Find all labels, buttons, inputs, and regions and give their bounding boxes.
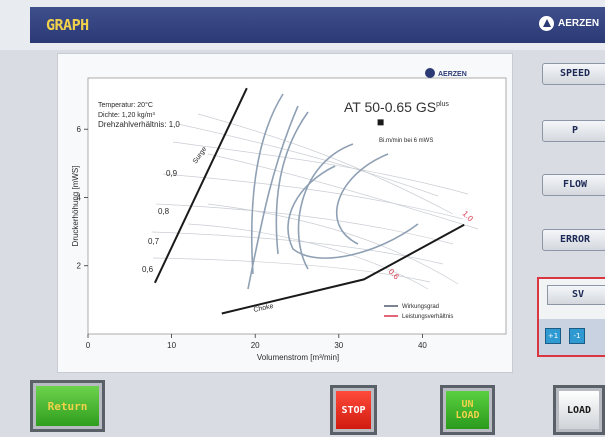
info-line-1: Temperatur: 20°C (98, 101, 153, 109)
y-tick-label: 2 (77, 262, 82, 271)
efficiency-contours (247, 93, 419, 290)
brand-logo: AERZEN (539, 16, 599, 31)
performance-chart: Temperatur: 20°C Dichte: 1,20 kg/m³ Dreh… (71, 68, 507, 362)
chart-title-sup: plus (436, 101, 449, 108)
x-axis-label: Volumenstrom [m³/min] (257, 353, 339, 362)
x-tick-label: 20 (251, 341, 260, 350)
setpoint-controls: +1 -1 (539, 319, 605, 355)
graph-logo-icon (425, 68, 435, 78)
setpoint-panel: SV +1 -1 (537, 277, 605, 357)
choke-label: Choke (253, 303, 274, 314)
pressure-value: 0.0 (568, 147, 605, 162)
graph-logo-text: AERZEN (438, 71, 467, 78)
x-tick-label: 40 (418, 341, 427, 350)
characteristic-lines (151, 113, 479, 290)
speed-ratio-07: 0,7 (148, 237, 160, 246)
info-line-2: Dichte: 1,20 kg/m³ (98, 112, 155, 119)
chart-title-main: AT 50-0.65 GS (344, 99, 436, 115)
unload-button[interactable]: UN LOAD (440, 385, 495, 435)
flow-label: FLOW (542, 174, 605, 196)
flow-value: 0. (568, 201, 605, 216)
operating-point (377, 119, 384, 126)
page-title: GRAPH (46, 16, 89, 34)
y-axis-label: Druckerhöhung [mWS] (71, 166, 80, 247)
stop-button-label: STOP (336, 391, 371, 429)
error-label: ERROR (542, 229, 605, 251)
speed-ratio-08: 0,8 (158, 207, 170, 216)
status-panel: SPEED P 0.0 FLOW 0. ERROR (528, 53, 605, 373)
surge-line (153, 87, 248, 284)
x-tick-label: 30 (334, 341, 343, 350)
return-button[interactable]: Return (30, 380, 105, 432)
operating-note: Bi.m/min bei 6 mWS (379, 138, 433, 144)
choke-line (221, 223, 465, 315)
speed-label: SPEED (542, 63, 605, 85)
stop-button[interactable]: STOP (330, 385, 377, 435)
plot-area (87, 77, 507, 335)
return-button-label: Return (36, 386, 99, 426)
y-tick-label: 4 (77, 193, 82, 202)
load-button[interactable]: LOAD (553, 385, 605, 435)
unload-button-label: UN LOAD (446, 391, 489, 429)
info-line-3: Drehzahlverhältnis: 1,0 (98, 120, 180, 129)
setpoint-label: SV (547, 285, 605, 305)
y-tick-label: 6 (77, 125, 82, 134)
graph-logo: AERZEN (425, 68, 467, 78)
aerzen-logo-icon (539, 16, 554, 31)
x-tick-label: 0 (86, 341, 91, 350)
decrement-button[interactable]: -1 (569, 328, 585, 344)
graph-panel: Temperatur: 20°C Dichte: 1,20 kg/m³ Dreh… (57, 53, 513, 373)
speed-ratio-09: 0,9 (166, 169, 178, 178)
pressure-label: P (542, 120, 605, 142)
chart-title: AT 50-0.65 GSplus (344, 99, 449, 115)
load-button-label: LOAD (559, 391, 599, 429)
legend-efficiency: Wirkungsgrad (402, 304, 439, 310)
increment-button[interactable]: +1 (545, 328, 561, 344)
speed-ratio-06: 0,6 (142, 265, 154, 274)
x-tick-label: 10 (167, 341, 176, 350)
legend-power: Leistungsverhältnis (402, 314, 453, 320)
header: GRAPH AERZEN (0, 0, 605, 50)
brand-name: AERZEN (558, 18, 600, 29)
title-bar (30, 7, 605, 43)
